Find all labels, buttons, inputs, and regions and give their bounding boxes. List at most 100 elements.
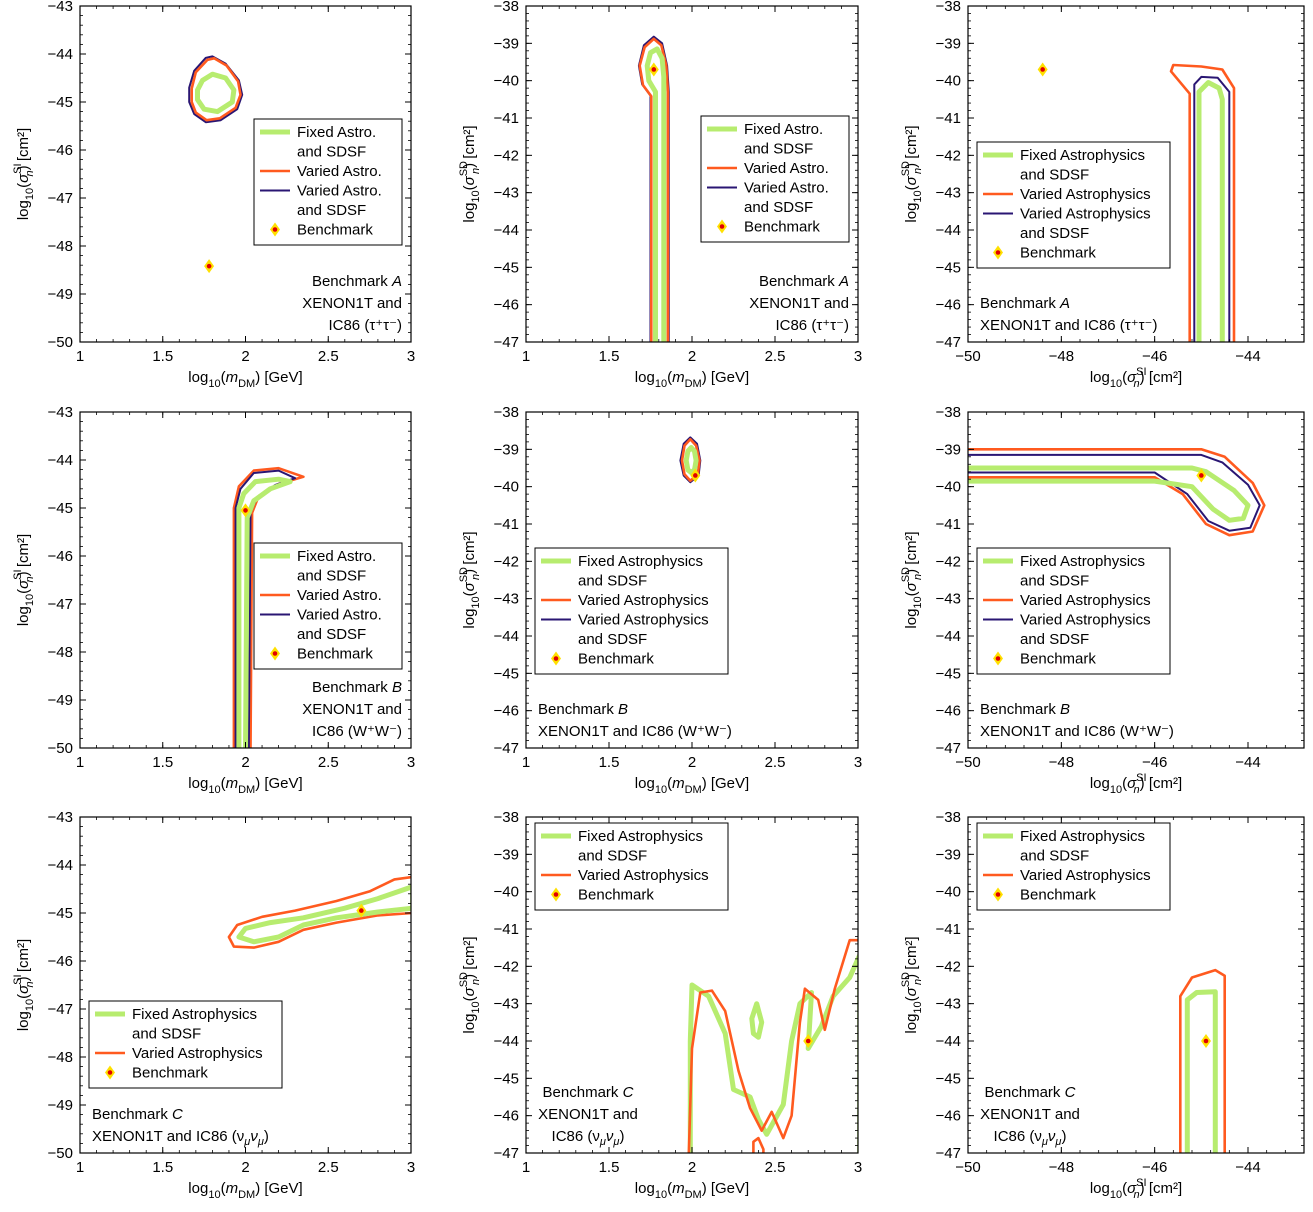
legend-marker-benchmark-center: [995, 892, 1001, 897]
y-tick-label: −40: [494, 73, 519, 90]
annotation: Benchmark C XENON1T and IC86 (νμνμ): [980, 1084, 1080, 1148]
legend-label: and SDSF: [578, 573, 647, 590]
y-tick-label: −48: [48, 238, 73, 255]
contours: [188, 55, 244, 124]
annotation: Benchmark A XENON1T and IC86 (τ⁺τ⁻): [980, 295, 1157, 334]
y-tick-label: −47: [936, 1145, 961, 1162]
y-tick-label: −45: [48, 94, 73, 111]
panel-C-SD: 1 1.5 2 2.5 3 −38 −39 −40 −41 −42 −43 −44 −45 −46 −47 l…: [458, 809, 862, 1201]
legend-marker-benchmark-center: [995, 250, 1001, 255]
y-tick-label: −38: [494, 404, 519, 421]
y-tick-label: −44: [936, 222, 961, 239]
annotation: Benchmark B XENON1T and IC86 (W⁺W⁻): [538, 701, 732, 740]
legend-label: and SDSF: [1020, 167, 1089, 184]
x-tick-label: −44: [1235, 348, 1260, 365]
contour-varied_sdsf: [968, 453, 1261, 532]
contour-fixed: [749, 1001, 765, 1040]
x-tick-label: 3: [407, 348, 415, 365]
annotation-line: XENON1T and IC86 (νμνμ): [92, 1128, 269, 1148]
legend-label: Varied Astrophysics: [1020, 186, 1151, 203]
x-axis-label: log10(mDM) [GeV]: [635, 775, 749, 796]
panel-B-SI: 1 1.5 2 2.5 3 −43 −44 −45 −46 −47 −48 −49 −50 log10(m…: [12, 404, 415, 796]
x-axis-label: log10(σSI n) [cm²]: [1090, 772, 1182, 796]
legend-label: Varied Astrophysics: [1020, 612, 1151, 629]
legend-label: Varied Astrophysics: [578, 612, 709, 629]
x-tick-label: 3: [407, 1159, 415, 1176]
y-tick-label: −49: [48, 692, 73, 709]
contour-varied: [1169, 63, 1236, 342]
annotation: Benchmark B XENON1T and IC86 (W⁺W⁻): [302, 679, 402, 740]
x-axis-label: log10(mDM) [GeV]: [635, 1180, 749, 1201]
annotation-line: IC86 (τ⁺τ⁻): [775, 317, 849, 334]
y-tick-label: −38: [936, 0, 961, 15]
y-axis-label-group: log10(σSIn) [cm²]: [12, 534, 36, 626]
y-axis-label-group: log10(σSDn) [cm²]: [900, 531, 924, 628]
legend-marker-benchmark-center: [553, 656, 559, 661]
x-tick-label: −46: [1142, 1159, 1167, 1176]
legend-label: and SDSF: [578, 631, 647, 648]
legend: Fixed Astrophysics and SDSF Varied Astroph…: [976, 141, 1171, 269]
legend-label: Fixed Astrophysics: [578, 828, 703, 845]
y-axis-label: log10(σSDn) [cm²]: [900, 936, 924, 1033]
y-tick-label: −39: [494, 441, 519, 458]
y-tick-label: −43: [48, 404, 73, 421]
contours: [1179, 968, 1226, 1153]
y-tick-label: −45: [936, 665, 961, 682]
y-tick-label: −39: [936, 35, 961, 52]
y-tick-label: −41: [494, 921, 519, 938]
y-tick-label: −40: [936, 73, 961, 90]
y-axis-label-group: log10(σSDn) [cm²]: [458, 531, 482, 628]
annotation-line: IC86 (νμνμ): [994, 1128, 1067, 1148]
y-tick-label: −49: [48, 1097, 73, 1114]
x-axis-label: log10(mDM) [GeV]: [635, 369, 749, 390]
x-tick-label: 1.5: [152, 754, 173, 771]
legend-marker-benchmark-center: [272, 651, 278, 656]
legend-label: Fixed Astro.: [297, 124, 376, 141]
x-tick-label: −50: [955, 1159, 980, 1176]
panel-C-SDSI: −50 −48 −46 −44 −38 −39 −40 −41 −42 −43 −44 −45 −46 −…: [900, 809, 1305, 1201]
y-tick-label: −43: [936, 185, 961, 202]
legend-label: Varied Astro.: [744, 180, 829, 197]
legend-label: Varied Astro.: [297, 587, 382, 604]
y-tick-label: −38: [494, 0, 519, 15]
annotation-line: XENON1T and: [302, 295, 402, 312]
y-tick-label: −42: [936, 553, 961, 570]
x-tick-label: −48: [1049, 348, 1074, 365]
y-tick-label: −46: [48, 548, 73, 565]
annotation: Benchmark B XENON1T and IC86 (W⁺W⁻): [980, 701, 1174, 740]
annotation-line: XENON1T and IC86 (W⁺W⁻): [538, 723, 732, 740]
x-axis-label: log10(mDM) [GeV]: [188, 775, 302, 796]
y-tick-label: −44: [48, 46, 73, 63]
y-tick-label: −44: [936, 628, 961, 645]
legend-label: Varied Astro.: [297, 183, 382, 200]
y-tick-label: −40: [494, 884, 519, 901]
y-tick-label: −42: [936, 958, 961, 975]
y-tick-label: −42: [494, 147, 519, 164]
y-tick-label: −49: [48, 286, 73, 303]
contour-varied_sdsf: [1193, 75, 1231, 342]
legend-label: and SDSF: [297, 144, 366, 161]
contours: [227, 875, 411, 949]
y-axis-label: log10(σSDn) [cm²]: [458, 531, 482, 628]
x-tick-label: −44: [1235, 754, 1260, 771]
y-tick-label: −46: [494, 1108, 519, 1125]
contour-varied: [227, 875, 411, 949]
legend-marker-benchmark-center: [553, 892, 559, 897]
panel-A-SDSI: −50 −48 −46 −44 −38 −39 −40 −41 −42 −43 −44 −45 −46 −…: [900, 0, 1305, 390]
legend-label: Benchmark: [132, 1065, 208, 1082]
contour-varied: [680, 438, 701, 482]
y-tick-label: −44: [936, 1033, 961, 1050]
annotation-line: Benchmark C: [985, 1084, 1076, 1101]
legend-label: and SDSF: [132, 1026, 201, 1043]
x-tick-label: 1: [522, 754, 530, 771]
contour-varied: [687, 938, 858, 1153]
contour-fixed: [968, 465, 1251, 523]
x-tick-label: 2.5: [318, 348, 339, 365]
annotation-line: XENON1T and: [749, 295, 849, 312]
x-tick-label: 2: [241, 1159, 249, 1176]
x-tick-label: 3: [854, 1159, 862, 1176]
contours: [968, 448, 1266, 537]
x-tick-label: 2: [688, 1159, 696, 1176]
y-tick-label: −44: [494, 222, 519, 239]
y-tick-label: −47: [494, 740, 519, 757]
